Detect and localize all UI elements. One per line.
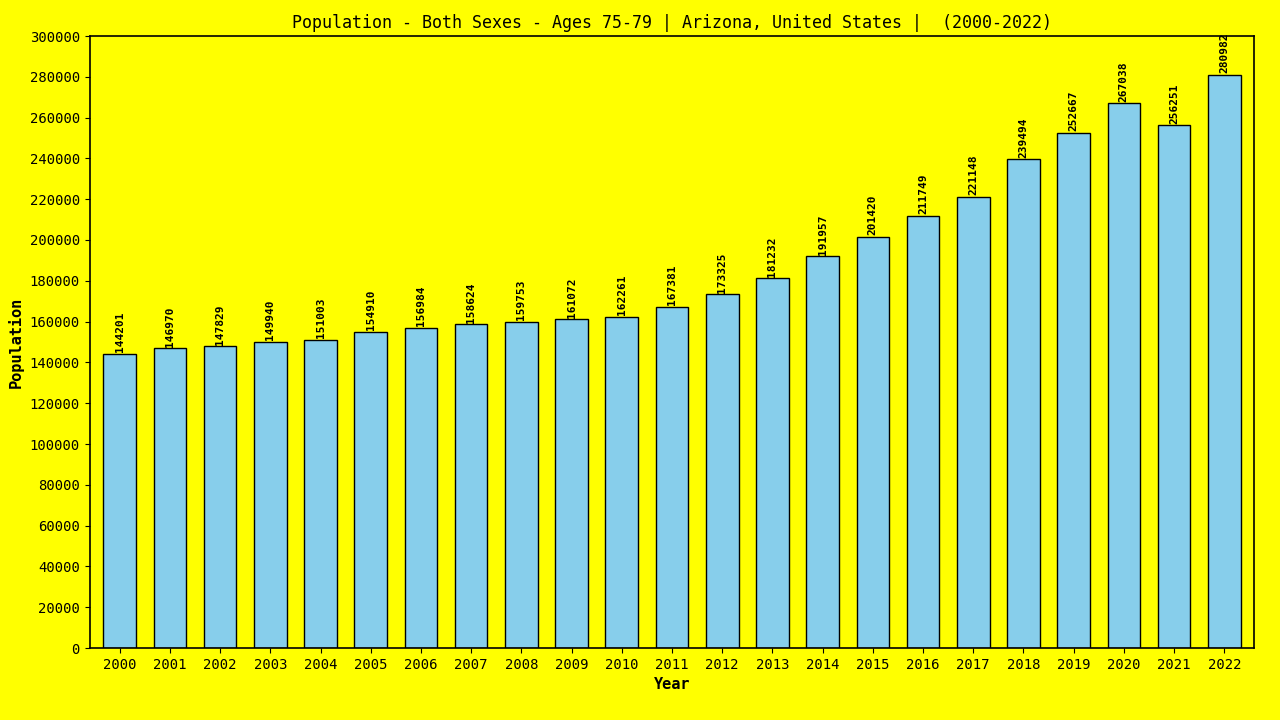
X-axis label: Year: Year (654, 678, 690, 692)
Bar (1157, 125, 1190, 648)
Bar (104, 354, 136, 648)
Text: 173325: 173325 (717, 252, 727, 293)
Text: 159753: 159753 (516, 280, 526, 320)
Text: 239494: 239494 (1019, 117, 1028, 158)
Bar (1007, 159, 1039, 648)
Text: 162261: 162261 (617, 275, 627, 315)
Bar (1057, 132, 1091, 648)
Bar (355, 332, 387, 648)
Text: 147829: 147829 (215, 305, 225, 345)
Text: 252667: 252667 (1069, 91, 1079, 131)
Title: Population - Both Sexes - Ages 75-79 | Arizona, United States |  (2000-2022): Population - Both Sexes - Ages 75-79 | A… (292, 14, 1052, 32)
Bar (1208, 75, 1240, 648)
Bar (957, 197, 989, 648)
Text: 146970: 146970 (165, 306, 175, 346)
Text: 161072: 161072 (567, 277, 576, 318)
Bar (1107, 103, 1140, 648)
Text: 201420: 201420 (868, 195, 878, 235)
Bar (154, 348, 187, 648)
Bar (655, 307, 689, 648)
Bar (253, 342, 287, 648)
Text: 149940: 149940 (265, 300, 275, 341)
Text: 167381: 167381 (667, 264, 677, 305)
Y-axis label: Population: Population (8, 297, 24, 387)
Text: 191957: 191957 (818, 215, 828, 255)
Text: 221148: 221148 (968, 155, 978, 195)
Text: 144201: 144201 (115, 312, 124, 352)
Text: 151003: 151003 (316, 298, 325, 338)
Bar (404, 328, 438, 648)
Bar (906, 216, 940, 648)
Bar (856, 237, 890, 648)
Text: 256251: 256251 (1169, 83, 1179, 124)
Text: 154910: 154910 (366, 290, 376, 330)
Bar (605, 317, 639, 648)
Text: 156984: 156984 (416, 286, 426, 326)
Bar (506, 322, 538, 648)
Text: 158624: 158624 (466, 282, 476, 323)
Text: 211749: 211749 (918, 174, 928, 215)
Bar (454, 325, 488, 648)
Text: 280982: 280982 (1220, 32, 1229, 73)
Bar (204, 346, 237, 648)
Bar (756, 279, 788, 648)
Text: 267038: 267038 (1119, 61, 1129, 102)
Bar (806, 256, 838, 648)
Bar (556, 320, 588, 648)
Bar (305, 340, 337, 648)
Text: 181232: 181232 (768, 236, 777, 276)
Bar (705, 294, 739, 648)
